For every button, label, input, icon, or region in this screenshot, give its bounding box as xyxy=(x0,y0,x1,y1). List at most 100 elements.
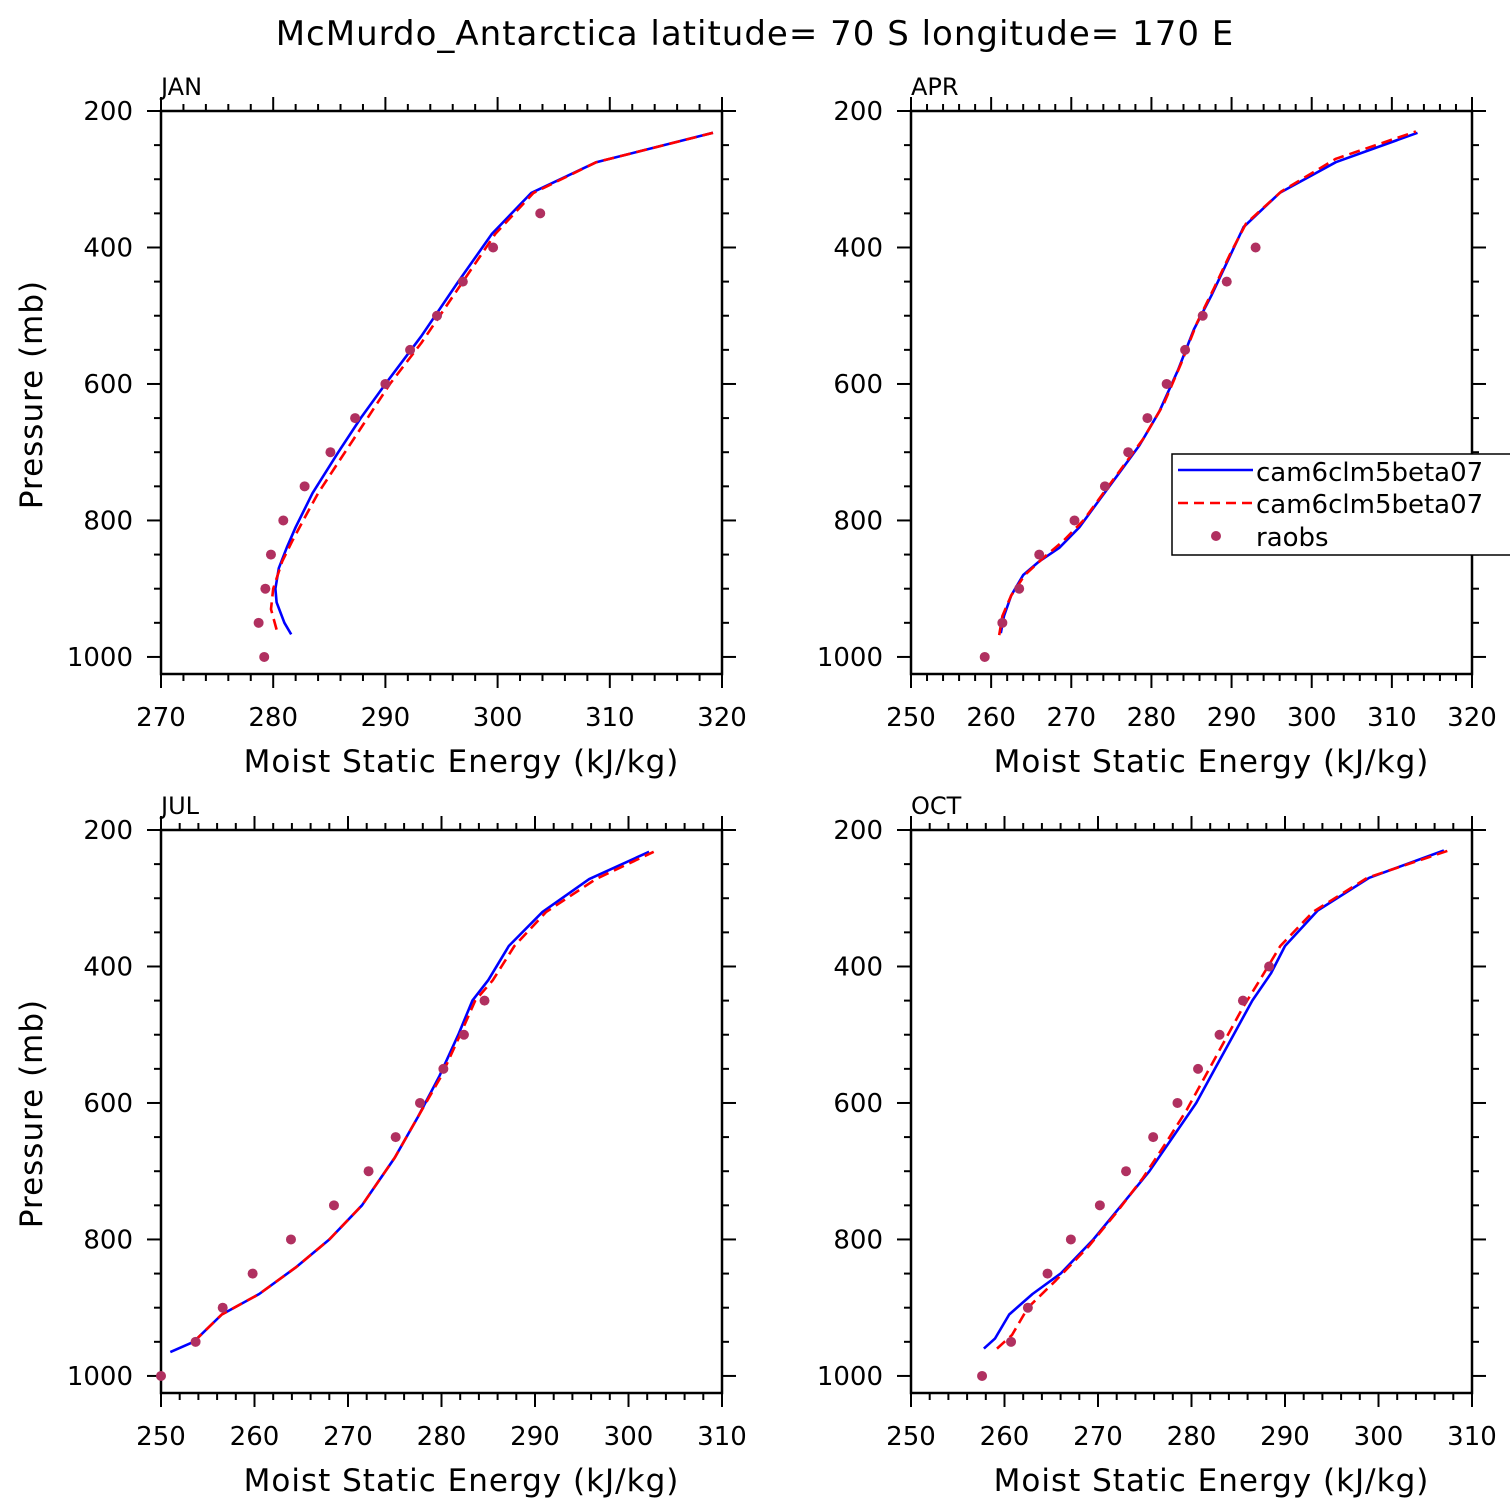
series-line-dashed xyxy=(996,849,1450,1350)
x-tick-label: 280 xyxy=(1127,703,1177,733)
raobs-point xyxy=(299,481,310,492)
panel-apr: APR 250 260 270 280 290 300 310 320 200 400 600 800 1… xyxy=(817,73,1497,780)
raobs-point xyxy=(350,413,361,424)
raobs-point xyxy=(1034,549,1045,560)
y-tick-label: 1000 xyxy=(67,643,133,673)
panels: JAN 270 280 290 300 310 320 200 400 600 800 1000 Moi… xyxy=(14,73,1497,1499)
y-tick-label: 200 xyxy=(833,97,883,127)
y-tick-label: 600 xyxy=(833,1089,883,1119)
legend-label-raobs: raobs xyxy=(1256,523,1329,553)
y-axis-label: Pressure (mb) xyxy=(14,999,50,1228)
y-tick-label: 800 xyxy=(83,1225,133,1255)
x-tick-label: 300 xyxy=(473,703,523,733)
series-line-dashed xyxy=(269,131,714,630)
raobs-point xyxy=(979,651,990,662)
plot-frame xyxy=(159,828,724,1395)
legend-label-solid: cam6clm5beta07 xyxy=(1256,458,1483,488)
raobs-point xyxy=(247,1268,258,1279)
panel-jan: JAN 270 280 290 300 310 320 200 400 600 800 1000 Moi… xyxy=(14,73,747,780)
raobs-point xyxy=(260,583,271,594)
x-tick-label: 260 xyxy=(980,1422,1030,1452)
x-tick-label: 310 xyxy=(585,703,635,733)
x-tick-label: 270 xyxy=(136,703,186,733)
x-axis-label: Moist Static Energy (kJ/kg) xyxy=(244,1463,680,1499)
panel-label: OCT xyxy=(911,792,962,820)
x-tick-label: 280 xyxy=(248,703,298,733)
y-tick-label: 600 xyxy=(833,370,883,400)
raobs-point xyxy=(1042,1268,1053,1279)
raobs-point xyxy=(285,1234,296,1245)
raobs-point xyxy=(1148,1132,1159,1143)
x-tick-label: 300 xyxy=(1287,703,1337,733)
raobs-point xyxy=(1250,242,1261,253)
x-tick-label: 260 xyxy=(966,703,1016,733)
raobs-point xyxy=(390,1132,401,1143)
raobs-point xyxy=(1197,310,1208,321)
raobs-point xyxy=(1123,447,1134,458)
raobs-point xyxy=(488,242,499,253)
y-tick-label: 1000 xyxy=(67,1362,133,1392)
x-tick-label: 260 xyxy=(230,1422,280,1452)
series-line-solid xyxy=(169,850,650,1354)
raobs-point xyxy=(1014,583,1025,594)
raobs-point xyxy=(1237,995,1248,1006)
raobs-point xyxy=(457,276,468,287)
y-tick-label: 600 xyxy=(83,1089,133,1119)
raobs-point xyxy=(363,1166,374,1177)
raobs-point xyxy=(380,378,391,389)
x-tick-label: 310 xyxy=(1447,1422,1497,1452)
legend-label-dashed: cam6clm5beta07 xyxy=(1256,490,1483,520)
raobs-point xyxy=(977,1370,988,1381)
x-tick-label: 320 xyxy=(697,703,747,733)
plot-frame xyxy=(909,109,1474,676)
x-tick-label: 280 xyxy=(417,1422,467,1452)
raobs-point xyxy=(1065,1234,1076,1245)
y-tick-label: 1000 xyxy=(817,1362,883,1392)
y-tick-label: 200 xyxy=(83,97,133,127)
y-axis-label: Pressure (mb) xyxy=(14,280,50,509)
raobs-point xyxy=(997,617,1008,628)
panel-label: APR xyxy=(911,73,959,101)
y-tick-label: 200 xyxy=(83,816,133,846)
x-tick-label: 310 xyxy=(697,1422,747,1452)
raobs-point xyxy=(190,1336,201,1347)
raobs-point xyxy=(1006,1336,1017,1347)
x-tick-label: 280 xyxy=(1167,1422,1217,1452)
raobs-point xyxy=(432,310,443,321)
raobs-point xyxy=(253,617,264,628)
legend-raobs-marker xyxy=(1211,531,1221,541)
raobs-point xyxy=(1193,1063,1204,1074)
panel-oct: OCT 250 260 270 280 290 300 310 200 400 600 800 1000… xyxy=(817,792,1497,1499)
x-tick-label: 270 xyxy=(323,1422,373,1452)
x-tick-label: 290 xyxy=(361,703,411,733)
x-tick-label: 250 xyxy=(136,1422,186,1452)
y-tick-label: 400 xyxy=(833,952,883,982)
panel-label: JAN xyxy=(159,73,202,101)
panel-jul: JUL 250 260 270 280 290 300 310 200 400 600 800 1000… xyxy=(14,792,747,1499)
y-tick-label: 800 xyxy=(83,506,133,536)
series-line-solid xyxy=(983,849,1445,1350)
y-tick-label: 1000 xyxy=(817,643,883,673)
figure-title: McMurdo_Antarctica latitude= 70 S longit… xyxy=(276,14,1235,54)
panel-label: JUL xyxy=(159,792,200,820)
x-axis-label: Moist Static Energy (kJ/kg) xyxy=(244,744,680,780)
x-tick-label: 310 xyxy=(1367,703,1417,733)
raobs-point xyxy=(278,515,289,526)
raobs-point xyxy=(1221,276,1232,287)
raobs-point xyxy=(217,1302,228,1313)
y-tick-label: 800 xyxy=(833,506,883,536)
x-tick-label: 300 xyxy=(604,1422,654,1452)
series-line-dashed xyxy=(192,850,655,1343)
plot-frame xyxy=(159,109,724,676)
raobs-point xyxy=(1180,344,1191,355)
raobs-point xyxy=(438,1063,449,1074)
raobs-point xyxy=(1121,1166,1132,1177)
y-tick-label: 400 xyxy=(83,952,133,982)
x-tick-label: 250 xyxy=(886,703,936,733)
raobs-point xyxy=(328,1200,339,1211)
raobs-point xyxy=(1142,413,1153,424)
raobs-point xyxy=(414,1097,425,1108)
series-line-dashed xyxy=(997,130,1417,636)
series-line-solid xyxy=(274,131,714,636)
